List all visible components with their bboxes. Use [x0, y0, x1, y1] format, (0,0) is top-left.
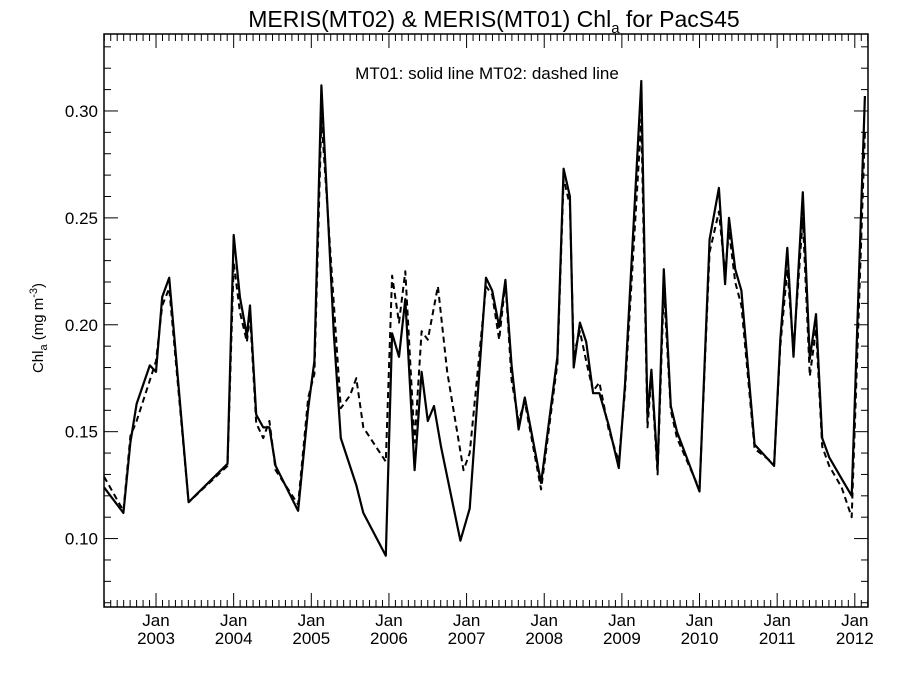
y-axis-label-unit-open: (mg m — [30, 298, 47, 345]
x-tick-month-label: Jan — [142, 611, 169, 630]
x-tick-year-label: 2011 — [759, 629, 796, 648]
plot-frame — [103, 33, 869, 608]
y-axis-label-main: Chl — [30, 351, 47, 374]
y-tick-label: 0.15 — [65, 423, 98, 442]
series-line-mt01 — [103, 79, 866, 557]
x-tick-month-label: Jan — [763, 611, 790, 630]
y-tick-label: 0.10 — [65, 530, 98, 549]
x-tick-month-label: Jan — [608, 611, 635, 630]
x-tick-month-label: Jan — [375, 611, 402, 630]
y-axis: 0.10 0.15 0.20 0.25 0.30 — [65, 46, 868, 604]
x-tick-year-label: 2004 — [215, 629, 253, 648]
chart-title-suffix: for PacS45 — [620, 6, 740, 32]
series-group — [103, 79, 866, 557]
y-axis-label: Chla (mg m-3) — [28, 283, 50, 373]
x-tick-month-label: Jan — [531, 611, 558, 630]
x-tick-year-label: 2005 — [292, 629, 330, 648]
x-tick-year-label: 2008 — [525, 629, 563, 648]
legend-annotation: MT01: solid line MT02: dashed line — [355, 64, 619, 83]
x-tick-month-label: Jan — [453, 611, 480, 630]
x-tick-month-label: Jan — [686, 611, 713, 630]
x-tick-year-label: 2003 — [137, 629, 175, 648]
x-tick-year-label: 2006 — [370, 629, 408, 648]
x-tick-year-label: 2007 — [448, 629, 486, 648]
chart-title-subscript: a — [611, 20, 620, 37]
chart-title-prefix: MERIS(MT02) & MERIS(MT01) Chl — [248, 6, 611, 32]
y-tick-label: 0.25 — [65, 209, 98, 228]
y-axis-label-subscript: a — [38, 344, 50, 351]
chart-title: MERIS(MT02) & MERIS(MT01) Chla for PacS4… — [248, 6, 739, 37]
x-tick-month-label: Jan — [298, 611, 325, 630]
x-axis: Jan2003Jan2004Jan2005Jan2006Jan2007Jan20… — [103, 34, 874, 648]
x-tick-year-label: 2010 — [681, 629, 719, 648]
x-tick-year-label: 2009 — [603, 629, 641, 648]
x-tick-year-label: 2012 — [836, 629, 874, 648]
y-axis-label-unit-superscript: -3 — [28, 288, 40, 298]
y-tick-label: 0.20 — [65, 316, 98, 335]
y-axis-label-unit-close: ) — [30, 283, 47, 288]
y-tick-label: 0.30 — [65, 102, 98, 121]
x-tick-month-label: Jan — [220, 611, 247, 630]
series-line-mt02 — [103, 116, 866, 519]
x-tick-month-label: Jan — [841, 611, 868, 630]
